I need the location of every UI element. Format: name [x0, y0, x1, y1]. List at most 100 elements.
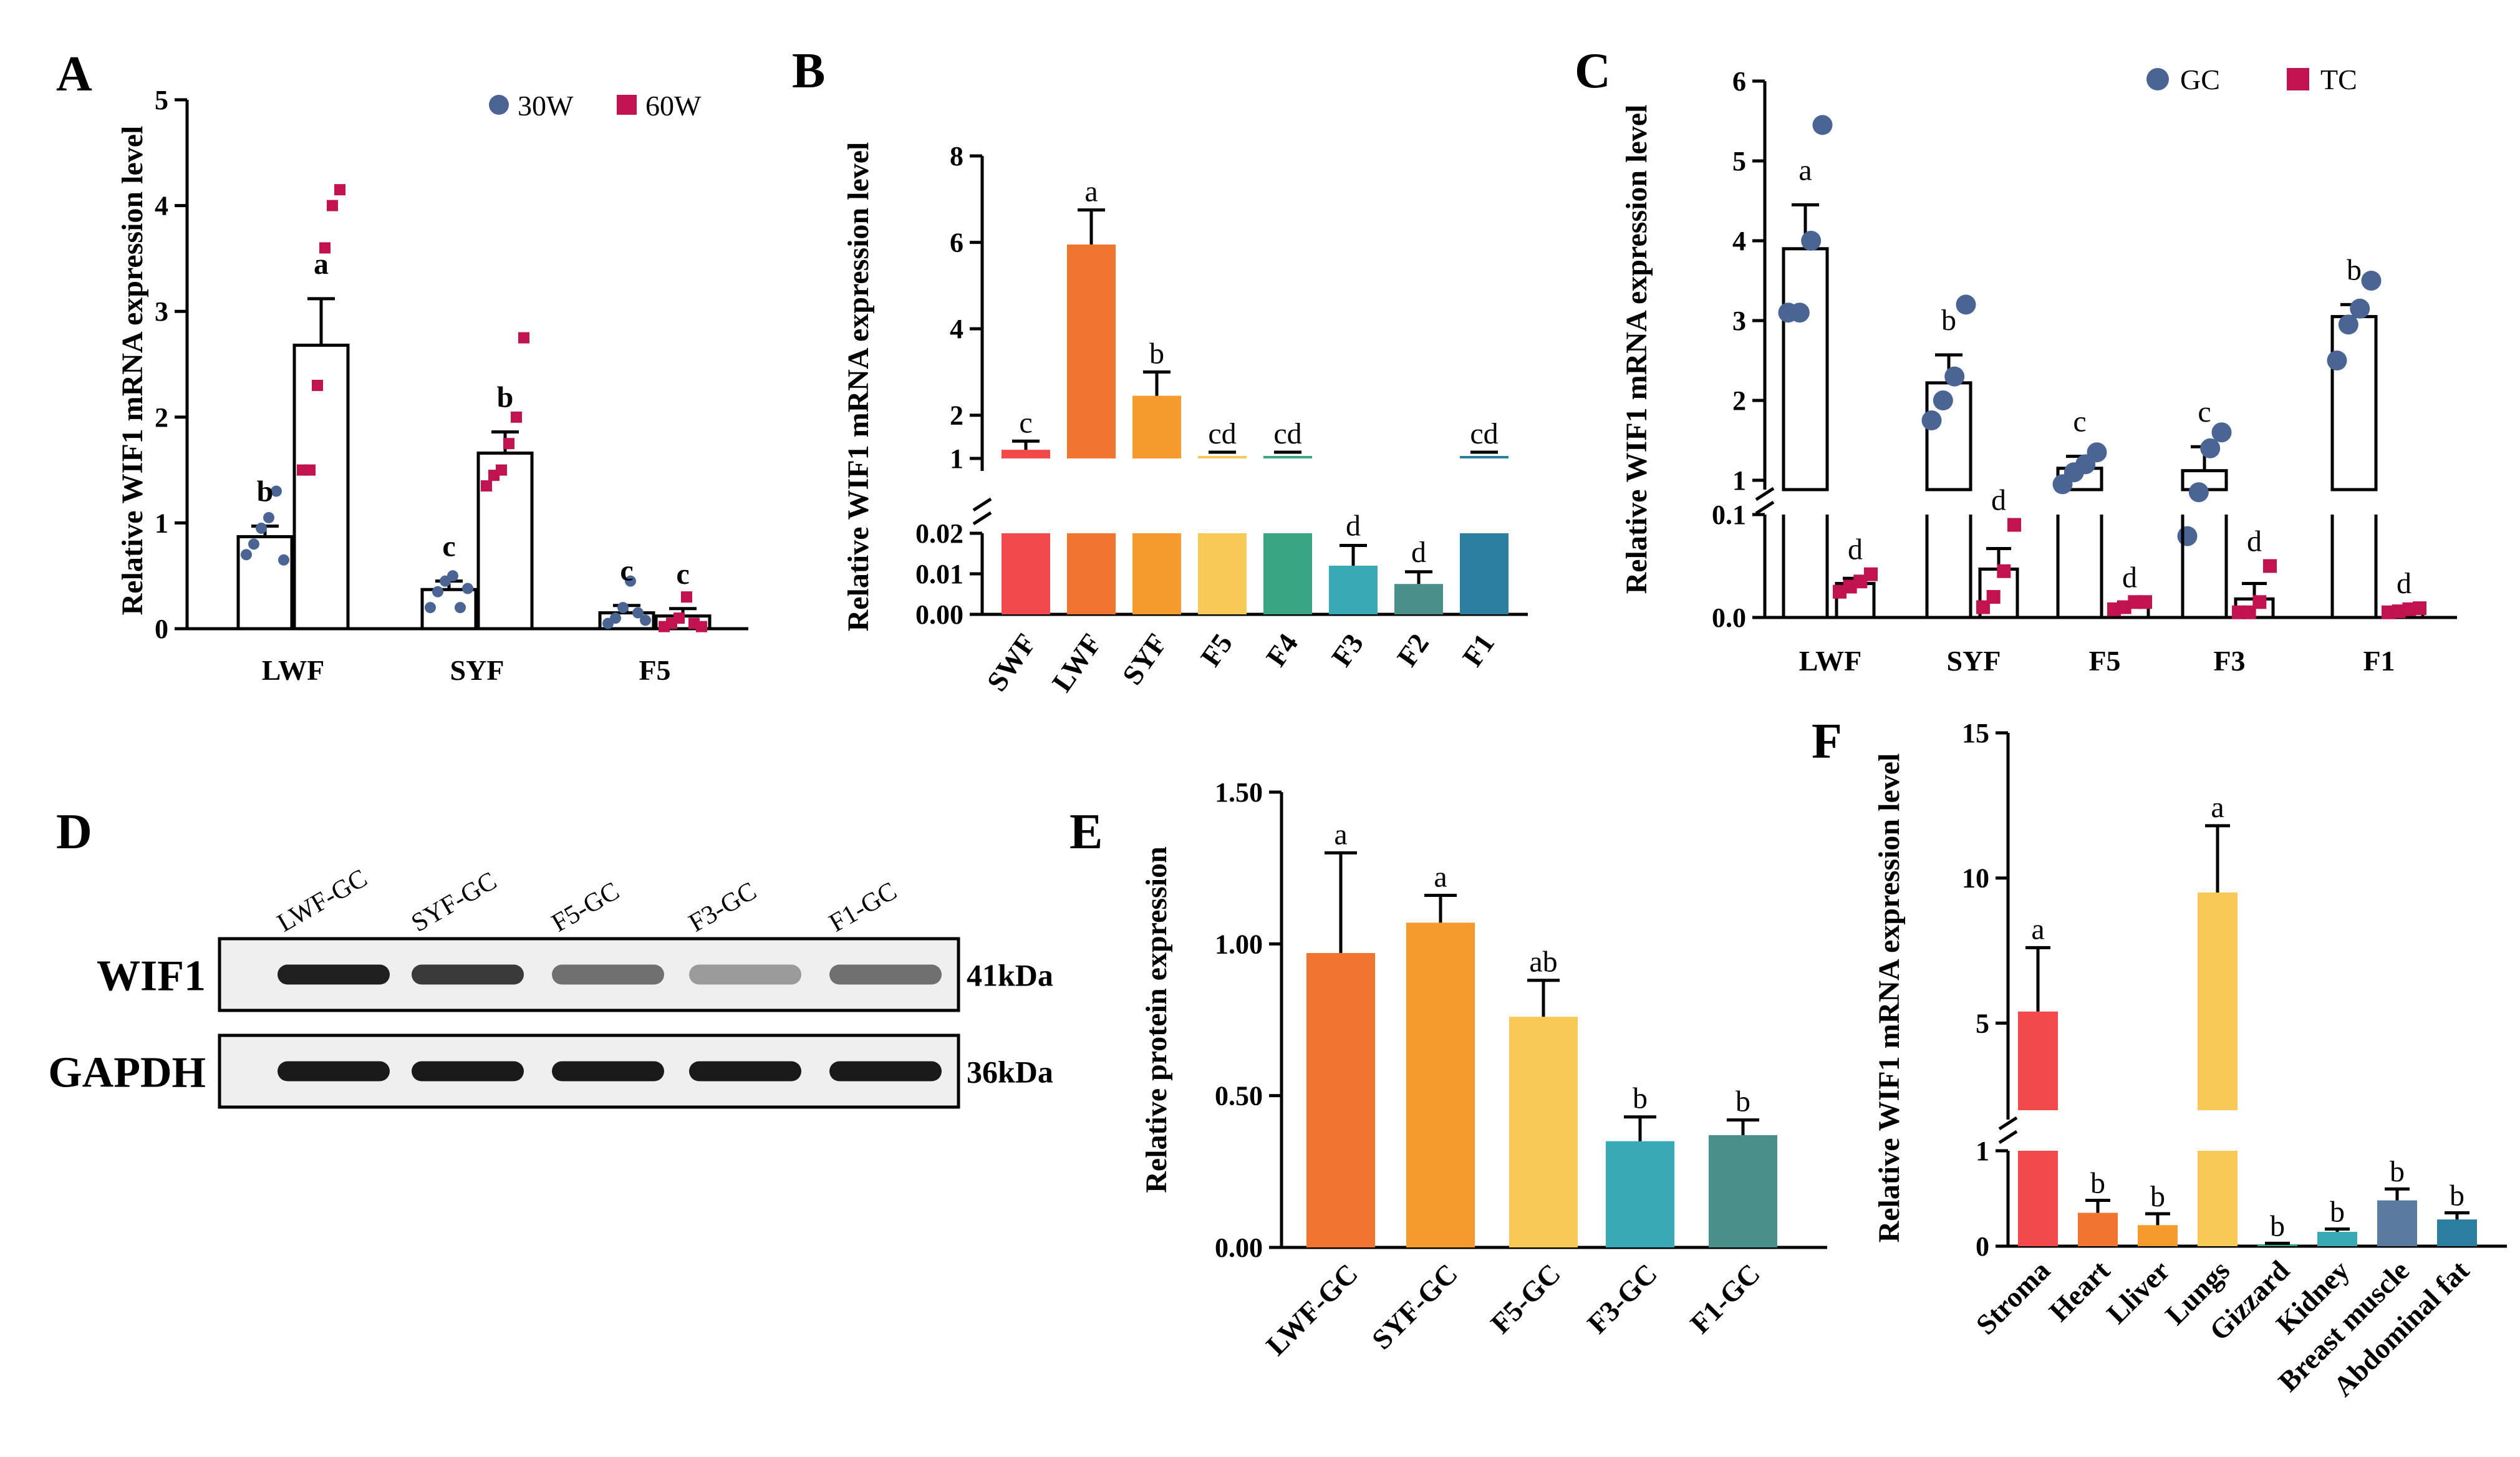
data-point	[1986, 590, 2001, 604]
significance-label: a	[1798, 153, 1812, 186]
data-point	[425, 602, 436, 614]
data-point	[2138, 595, 2152, 609]
y-tick-label: 1.50	[1215, 777, 1263, 808]
data-point	[2413, 601, 2426, 616]
significance-label: b	[2150, 1180, 2165, 1213]
y-tick-label: 5	[1976, 1008, 1989, 1038]
bar	[2198, 1151, 2238, 1246]
axis-break-mark-1	[1998, 1116, 2018, 1131]
data-point	[696, 621, 707, 632]
axis-break-mark-1	[1755, 486, 1775, 501]
x-tick-label: F5	[2088, 645, 2120, 677]
lane-label: F1-GC	[824, 876, 902, 937]
x-tick-label: LWF-GC	[1260, 1257, 1364, 1362]
panel-label-d: D	[56, 805, 92, 859]
significance-label: d	[1346, 510, 1361, 543]
significance-label: d	[2122, 561, 2137, 594]
lane-label: SYF-GC	[407, 866, 501, 938]
lane-label: LWF-GC	[273, 864, 372, 938]
data-point	[327, 200, 338, 211]
data-point	[518, 332, 529, 344]
y-axis-label: Relative protein expression	[1140, 846, 1173, 1193]
significance-label: cd	[1470, 417, 1498, 450]
data-point	[640, 614, 651, 626]
bar	[1002, 450, 1050, 458]
data-point	[447, 570, 458, 582]
data-point	[263, 511, 274, 523]
y-tick-label: 4	[1732, 226, 1746, 256]
bar	[1606, 1141, 1674, 1247]
bar	[1002, 533, 1050, 614]
bar	[2257, 1244, 2297, 1246]
blot-band	[689, 1061, 801, 1082]
blot-band	[278, 1061, 390, 1082]
legend-label: 30W	[518, 90, 574, 122]
significance-label: d	[1848, 533, 1863, 566]
axis-break-mark-2	[972, 511, 992, 526]
bar	[2018, 1151, 2058, 1246]
panel-label-b: B	[792, 44, 825, 99]
significance-label: a	[2211, 791, 2224, 824]
y-tick-label: 1	[1732, 465, 1746, 496]
bar	[2138, 1225, 2178, 1246]
x-tick-label: SWF	[980, 627, 1042, 697]
significance-label: cd	[1208, 417, 1236, 450]
y-tick-label: 1	[950, 443, 963, 474]
x-tick-label: Stroma	[1970, 1254, 2056, 1340]
legend-label: 60W	[645, 90, 702, 122]
chart-b: 1 2 4 6 8 0.00 0.01 0.02 Relative WIF1 mRNA expr…	[842, 141, 1528, 697]
data-point	[319, 242, 331, 254]
significance-label: b	[2270, 1209, 2285, 1242]
data-point	[455, 602, 466, 614]
bar	[2437, 1219, 2477, 1246]
y-tick-label: 0.00	[915, 599, 963, 630]
significance-label: c	[676, 558, 689, 591]
bar	[1394, 584, 1443, 614]
significance-label: a	[2031, 912, 2044, 946]
data-point	[2392, 604, 2406, 619]
y-tick-label: 6	[1732, 66, 1746, 97]
data-point	[481, 480, 492, 492]
significance-label: b	[1149, 337, 1164, 370]
y-tick-label: 2	[950, 400, 963, 431]
y-tick-label: 15	[1962, 718, 1989, 748]
data-point	[1944, 366, 1965, 387]
blot-band	[829, 964, 942, 985]
western-blot: LWF-GC SYF-GC F5-GC F3-GC F1-GC WIF1 41kDa GAPD…	[48, 864, 1053, 1109]
axis-break-mark-2	[1755, 500, 1775, 515]
data-point	[2128, 595, 2142, 609]
y-axis-label: Relative WIF1 mRNA expression level	[1873, 753, 1906, 1243]
significance-label: c	[1019, 406, 1032, 439]
significance-label: a	[1334, 818, 1347, 851]
data-point	[241, 549, 252, 561]
panel-label-f: F	[1812, 714, 1842, 769]
data-point	[2263, 559, 2277, 573]
bar	[1132, 533, 1181, 614]
lane-label: F3-GC	[684, 876, 761, 937]
x-tick-label: F5	[639, 654, 670, 686]
x-tick-label: SYF	[1947, 645, 2001, 677]
y-axis-label: Relative WIF1 mRNA expression level	[1620, 105, 1653, 594]
data-point	[2200, 438, 2221, 458]
x-tick-label: Heart	[2043, 1254, 2117, 1328]
significance-label: b	[1941, 304, 1956, 337]
y-tick-label: 1	[155, 508, 168, 538]
blot-band	[412, 964, 524, 985]
y-tick-label: 0.50	[1215, 1081, 1263, 1111]
x-tick-label: LWF	[1799, 645, 1862, 677]
data-point	[1976, 600, 1990, 614]
significance-label: b	[2390, 1155, 2405, 1188]
data-point	[2211, 422, 2232, 443]
data-point	[2338, 314, 2358, 335]
data-point	[673, 612, 685, 624]
legend-marker	[2146, 68, 2169, 90]
x-tick-label: SYF-GC	[1366, 1257, 1464, 1355]
x-tick-label: F5-GC	[1484, 1257, 1567, 1340]
bar	[1329, 566, 1378, 614]
significance-label: d	[2247, 525, 2262, 558]
bar	[2018, 1011, 2058, 1110]
bar	[1406, 922, 1475, 1247]
bar	[1198, 456, 1247, 458]
data-point	[2107, 602, 2121, 616]
